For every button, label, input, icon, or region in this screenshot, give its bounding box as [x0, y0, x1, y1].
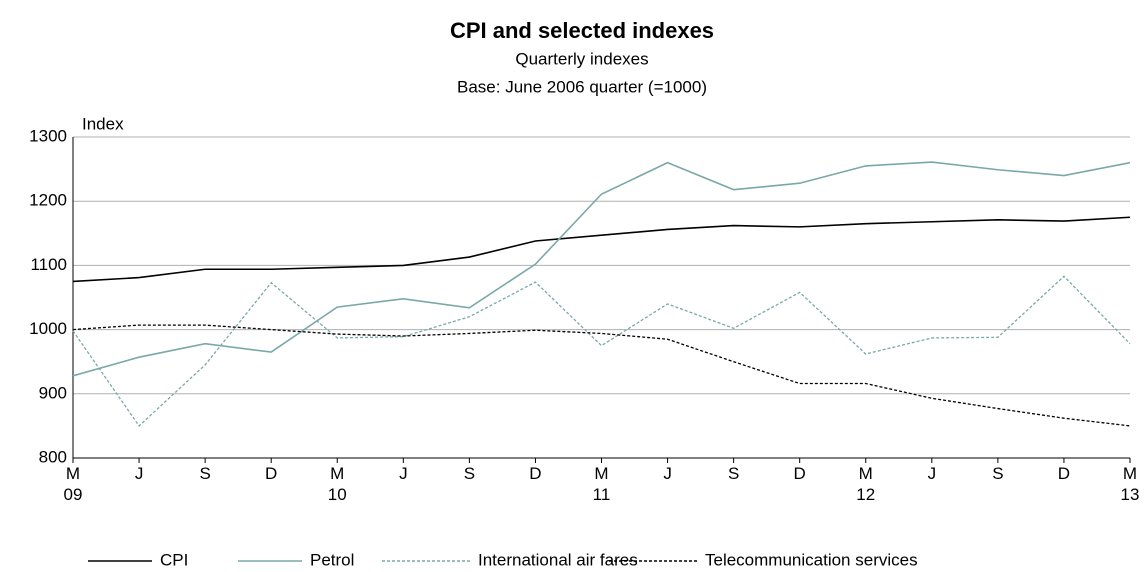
x-tick-label: S [463, 464, 476, 483]
x-tick-label: M 11 [592, 464, 611, 504]
legend-label: International air fares [478, 550, 638, 569]
y-tick-label: 1000 [29, 319, 67, 338]
x-tick-label: J [927, 464, 937, 483]
x-tick-label: M 10 [327, 464, 347, 504]
y-tick-label: 1200 [29, 191, 67, 210]
x-tick-label: J [134, 464, 144, 483]
chart-subtitle: Quarterly indexes [515, 49, 648, 68]
x-tick-label: D [529, 464, 542, 483]
chart-subtitle: Base: June 2006 quarter (=1000) [457, 77, 707, 96]
legend-label: CPI [160, 550, 188, 569]
x-tick-label: S [992, 464, 1004, 483]
y-tick-label: 800 [39, 447, 67, 466]
x-tick-label: M 13 [1120, 464, 1140, 504]
x-tick-label: D [265, 464, 278, 483]
x-tick-label: M 12 [856, 464, 876, 504]
legend-label: Telecommunication services [705, 550, 918, 569]
series-line [72, 216, 1131, 283]
y-axis-label: Index [82, 114, 124, 133]
x-tick-label: M 09 [63, 464, 83, 504]
y-tick-label: 1300 [29, 126, 67, 145]
y-tick-label: 1100 [30, 255, 67, 274]
x-tick-label: S [199, 464, 211, 483]
x-tick-label: S [727, 464, 740, 483]
series-line [72, 161, 1131, 377]
x-tick-label: J [663, 464, 672, 483]
x-tick-label: D [793, 464, 806, 483]
series-line [72, 275, 1131, 427]
x-tick-label: D [1057, 464, 1071, 483]
series-line [72, 324, 1131, 427]
y-tick-label: 900 [39, 383, 67, 402]
chart-title: CPI and selected indexes [450, 18, 714, 43]
x-tick-label: J [399, 464, 408, 483]
legend-label: Petrol [310, 550, 354, 569]
